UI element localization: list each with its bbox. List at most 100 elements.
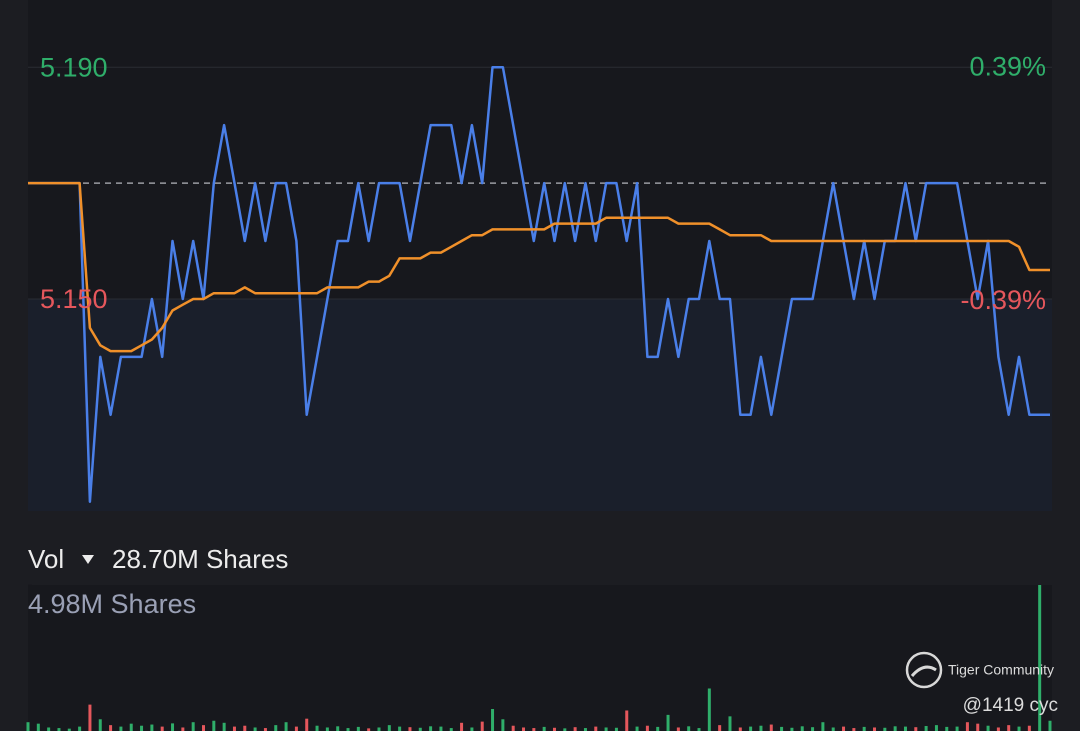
volume-bar (36, 723, 40, 731)
volume-bar (583, 728, 587, 731)
volume-bar (67, 728, 71, 731)
volume-bar (852, 728, 856, 731)
volume-bar (707, 688, 711, 731)
volume-bar (1048, 720, 1052, 731)
volume-bar (243, 725, 247, 731)
volume-bar (160, 726, 164, 731)
volume-bar (842, 726, 846, 731)
volume-bar (501, 719, 505, 731)
volume-bar (532, 728, 536, 731)
volume-bar (181, 727, 185, 731)
volume-panel (28, 585, 1052, 731)
volume-bar (480, 721, 484, 731)
volume-bar (821, 722, 825, 731)
y-tick-label: 4.98M Shares (28, 589, 196, 619)
volume-bar (862, 726, 866, 731)
volume-bar (759, 725, 763, 731)
volume-bar (470, 727, 474, 731)
volume-bar (274, 725, 278, 731)
volume-bar (201, 725, 205, 731)
volume-bar (439, 726, 443, 731)
y-tick-label: 5.150 (40, 284, 108, 314)
volume-bar (325, 727, 329, 731)
volume-bar (346, 728, 350, 731)
volume-bar (542, 726, 546, 731)
volume-bar (1027, 725, 1031, 731)
volume-bar (511, 725, 515, 731)
volume-bar (903, 726, 907, 731)
volume-bar (387, 725, 391, 731)
volume-bar (563, 728, 567, 731)
volume-bar (645, 725, 649, 731)
volume-bar (1038, 585, 1042, 731)
volume-bar (687, 726, 691, 731)
volume-bar (491, 709, 495, 731)
logo-mark (910, 665, 937, 678)
volume-title: Vol (28, 544, 64, 574)
volume-bar (460, 722, 464, 731)
volume-bar (893, 726, 897, 731)
volume-bar (769, 724, 773, 731)
volume-bar (284, 722, 288, 731)
volume-bar (656, 726, 660, 731)
volume-bar (367, 728, 371, 731)
volume-bar (676, 727, 680, 731)
volume-bar (191, 722, 195, 731)
volume-bar (522, 727, 526, 731)
volume-bar (1007, 725, 1011, 731)
watermark-user: @1419 cyc (963, 695, 1058, 716)
volume-bar (697, 728, 701, 731)
volume-bar (109, 725, 113, 731)
logo (905, 651, 943, 689)
volume-bar (945, 726, 949, 731)
watermark-brand: Tiger Community (948, 662, 1054, 678)
y2-tick-label: 0.39% (969, 51, 1046, 81)
volume-bar (635, 726, 639, 731)
volume-bar (996, 727, 1000, 731)
volume-bar (294, 726, 298, 731)
volume-bar (78, 726, 82, 731)
volume-bar (408, 727, 412, 731)
volume-bar (398, 726, 402, 731)
volume-bar (914, 727, 918, 731)
volume-bar (594, 726, 598, 731)
y-tick-label: 5.190 (40, 52, 108, 82)
volume-bar (738, 727, 742, 731)
volume-bar (976, 723, 980, 731)
volume-bar (47, 727, 51, 731)
volume-bar (573, 727, 577, 731)
volume-bar (88, 704, 92, 731)
volume-bar (614, 727, 618, 731)
volume-bar (625, 710, 629, 731)
volume-bar (429, 726, 433, 731)
lower-zone (28, 298, 1052, 511)
volume-bar (800, 726, 804, 731)
volume-bar (986, 725, 990, 731)
dropdown-icon[interactable] (82, 555, 94, 564)
volume-bar (129, 723, 133, 731)
watermark: Tiger Community @1419 cyc (905, 651, 1058, 716)
volume-bar (263, 728, 267, 731)
volume-bar (150, 724, 154, 731)
volume-bar (305, 718, 309, 731)
volume-bar (232, 726, 236, 731)
volume-bar (552, 727, 556, 731)
volume-bar (212, 720, 216, 731)
y2-tick-label: -0.39% (960, 285, 1046, 315)
volume-bar (57, 728, 61, 731)
volume-bar (119, 726, 123, 731)
volume-bar (831, 727, 835, 731)
volume-bar (1017, 726, 1021, 731)
volume-bar (604, 727, 608, 731)
volume-bar (780, 726, 784, 731)
volume-bar (790, 727, 794, 731)
volume-bar (883, 727, 887, 731)
volume-bar (98, 719, 102, 731)
volume-bar (171, 723, 175, 731)
volume-bar (26, 722, 30, 731)
volume-bar (418, 727, 422, 731)
volume-bar (728, 716, 732, 731)
volume-bar (666, 714, 670, 731)
